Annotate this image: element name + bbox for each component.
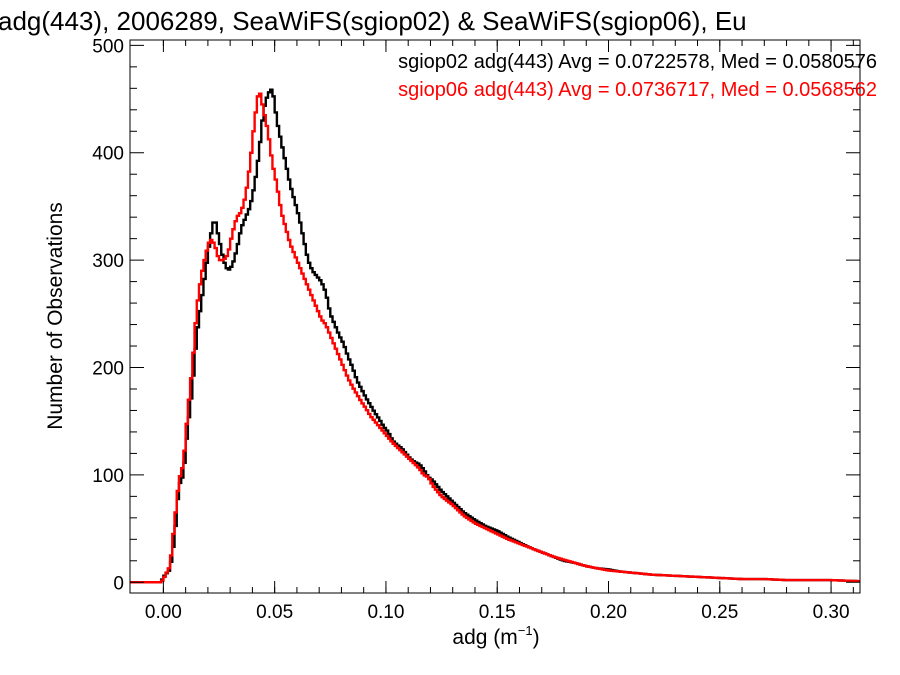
y-axis-label: Number of Observations [44,202,67,430]
y-axis-ticks: 0 100 200 300 400 500 [92,36,860,594]
x-axis-label-main: adg (m [452,626,517,649]
legend-entry-sgiop02: sgiop02 adg(443) Avg = 0.0722578, Med = … [398,51,877,73]
x-tick-label-3: 0.15 [479,602,516,623]
x-axis-label-end: ) [533,626,540,649]
y-tick-label-1: 100 [92,466,124,487]
x-tick-label-0: 0.00 [145,602,182,623]
legend: sgiop02 adg(443) Avg = 0.0722578, Med = … [398,51,877,101]
y-tick-label-4: 400 [92,144,124,165]
x-tick-label-5: 0.25 [701,602,738,623]
series-line-sgiop06 [130,92,860,584]
x-axis-label: adg (m−1) [452,623,539,649]
y-tick-label-0: 0 [113,573,124,594]
plot-frame [129,39,861,594]
x-tick-label-6: 0.30 [813,602,850,623]
x-tick-label-1: 0.05 [256,602,293,623]
x-axis-label-superscript: −1 [518,623,533,638]
y-tick-label-3: 300 [92,251,124,272]
y-tick-label-5: 500 [92,36,124,57]
y-tick-label-2: 200 [92,359,124,380]
x-tick-label-4: 0.20 [590,602,627,623]
plot-series [130,88,860,584]
series-line-sgiop02 [130,88,860,584]
x-tick-label-2: 0.10 [367,602,404,623]
x-axis-ticks: 0.00 0.05 0.10 0.15 0.20 0.25 0.30 [145,40,854,623]
legend-entry-sgiop06: sgiop06 adg(443) Avg = 0.0736717, Med = … [398,79,877,101]
chart-title: adg(443), 2006289, SeaWiFS(sgiop02) & Se… [0,6,747,36]
